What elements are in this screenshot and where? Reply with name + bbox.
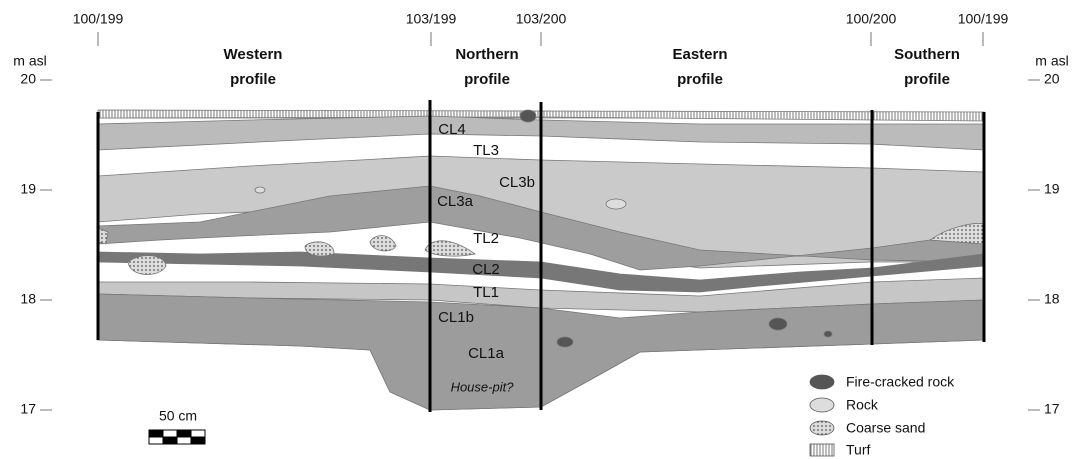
grid-point: 100/200 (846, 11, 897, 27)
layer-label: TL2 (473, 230, 499, 247)
layer-label: TL1 (473, 284, 499, 301)
legend-swatch (810, 444, 834, 456)
layer-label: CL1b (438, 309, 474, 326)
layer-label: TL3 (473, 142, 499, 159)
scale-bar (149, 430, 205, 444)
fire-cracked-rock (520, 110, 536, 122)
y-tick-label: 17 (20, 401, 36, 417)
legend-swatch (810, 421, 834, 435)
grid-point: 100/199 (73, 11, 124, 27)
profile-title: Southern (894, 46, 960, 63)
profile-title: Northern (455, 46, 518, 63)
y-tick-label: 19 (20, 181, 36, 197)
grid-point: 103/199 (406, 11, 457, 27)
legend-swatch (810, 375, 834, 389)
axis-unit: m asl (1035, 53, 1068, 69)
y-tick-label: 20 (20, 71, 36, 87)
legend-label: Turf (846, 442, 870, 458)
fire-cracked-rock (557, 337, 573, 347)
grid-point: 103/200 (516, 11, 567, 27)
grid-ticks (98, 32, 983, 46)
layer-label: CL3b (499, 174, 535, 191)
grid-points: 100/199 103/199 103/200 100/200 100/199 (73, 11, 1009, 46)
grid-point: 100/199 (958, 11, 1009, 27)
layer-label: CL3a (437, 193, 474, 210)
legend-swatch (810, 398, 834, 412)
annotation: House-pit? (451, 379, 515, 394)
axis-unit: m asl (13, 53, 46, 69)
layer-label: CL2 (472, 261, 500, 278)
layer-label: CL4 (438, 121, 466, 138)
fire-cracked-rock (769, 318, 787, 330)
profile-title: Eastern (672, 46, 727, 63)
profile-diagram: 100/199 103/199 103/200 100/200 100/199 … (0, 0, 1078, 459)
y-tick-label: 17 (1044, 401, 1060, 417)
scale-label: 50 cm (159, 408, 197, 424)
y-tick-label: 19 (1044, 181, 1060, 197)
y-tick-label: 18 (20, 291, 36, 307)
y-tick-label: 20 (1044, 71, 1060, 87)
rock (606, 199, 626, 209)
legend-label: Rock (846, 397, 879, 413)
legend (810, 375, 834, 456)
profile-title: Western (224, 46, 283, 63)
legend-label: Coarse sand (846, 420, 925, 436)
profile-title: profile (230, 71, 276, 88)
legend-label: Fire-cracked rock (846, 374, 955, 390)
profile-title: profile (464, 71, 510, 88)
profile-title: profile (677, 71, 723, 88)
profile-title: profile (904, 71, 950, 88)
layer-label: CL1a (468, 345, 505, 362)
y-tick-label: 18 (1044, 291, 1060, 307)
fire-cracked-rock (824, 331, 832, 337)
rock (255, 187, 265, 193)
